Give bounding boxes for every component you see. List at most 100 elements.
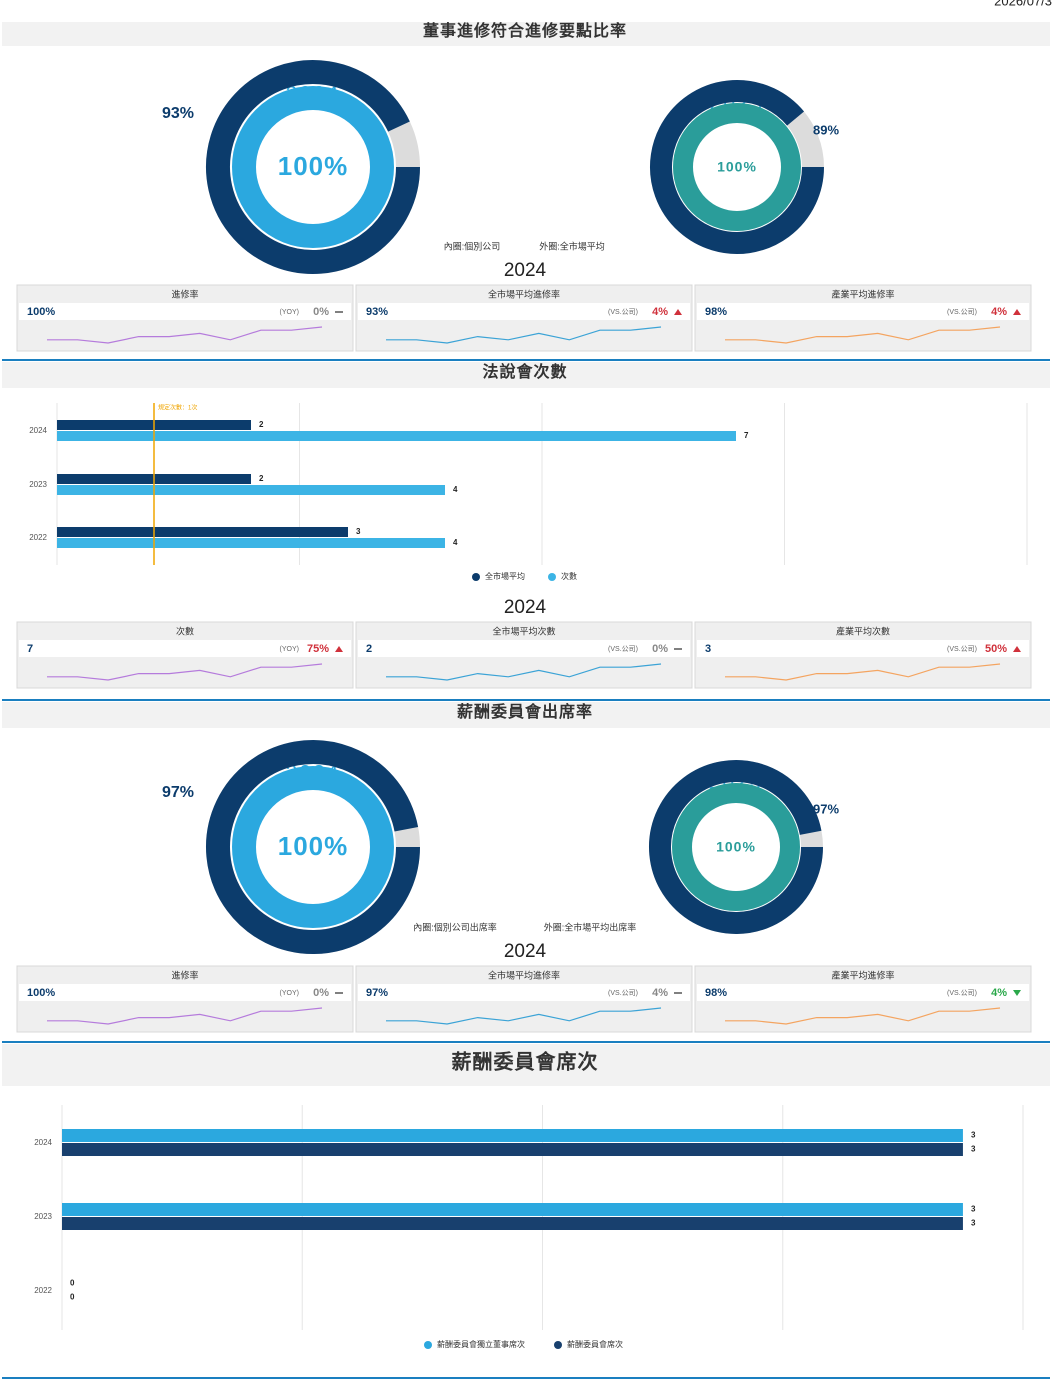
trend-arrow [1013, 646, 1021, 652]
bar [57, 538, 445, 548]
caption: 內圈:個別公司出席率 [413, 921, 497, 932]
card-value: 7 [27, 643, 33, 655]
card-compare: (VS.公司) [947, 989, 977, 997]
bar [57, 527, 348, 537]
inner-ring [673, 103, 801, 231]
card-value: 93% [366, 306, 388, 318]
card-title: 產業平均次數 [836, 625, 890, 636]
card-compare: (VS.公司) [608, 308, 638, 316]
card-title: 產業平均進修率 [831, 969, 894, 980]
section-title-bar [2, 1044, 1050, 1086]
kpi-year: 2024 [504, 260, 547, 281]
card-change: 4% [991, 306, 1007, 318]
card-value: 98% [705, 987, 727, 999]
card-compare: (YOY) [280, 990, 299, 997]
section-title: 薪酬委員會席次 [452, 1049, 599, 1073]
outer-ring [650, 80, 824, 254]
sparkline [725, 1007, 1001, 1025]
card-value-row [19, 303, 351, 320]
card-change: 75% [307, 643, 329, 655]
category-label: 2022 [34, 1286, 52, 1295]
card-change: 4% [991, 987, 1007, 999]
trend-arrow [335, 646, 343, 652]
inner-ring [232, 86, 394, 248]
category-label: 2022 [29, 533, 47, 542]
inner-label: 100% [278, 151, 349, 181]
caption: 外圈:全市場平均出席率 [544, 921, 637, 932]
card-title: 全市場平均進修率 [488, 288, 560, 299]
card-value-row [358, 640, 690, 657]
section-title-bar [2, 702, 1050, 728]
card-change: 4% [652, 987, 668, 999]
card-value: 2 [366, 643, 372, 655]
reference-label: 規定次數：1次 [158, 404, 197, 412]
trend-arrow [1013, 990, 1021, 996]
section-title-bar [2, 362, 1050, 388]
donut-center [704, 134, 770, 200]
legend-label: 薪酬委員會獨立董事席次 [437, 1339, 525, 1349]
outer-label: 89% [813, 122, 839, 137]
bar-label: 0 [70, 1279, 75, 1288]
section-title: 薪酬委員會出席率 [457, 702, 593, 721]
bar [62, 1143, 963, 1156]
bar-label: 4 [453, 485, 458, 494]
card-compare: (YOY) [280, 309, 299, 316]
category-label: 2023 [34, 1212, 52, 1221]
trend-arrow [1013, 309, 1021, 315]
card-title: 次數 [176, 625, 194, 636]
sparkline [725, 326, 1001, 344]
inner-label: 100% [717, 159, 757, 175]
card-title: 產業平均進修率 [831, 288, 894, 299]
inner-ring [672, 783, 800, 911]
donut-center [267, 121, 359, 213]
card-compare: (VS.公司) [608, 645, 638, 653]
bar [62, 1203, 963, 1216]
card-value-row [358, 984, 690, 1001]
sparkline [47, 1007, 323, 1025]
card-value: 98% [705, 306, 727, 318]
bar [57, 431, 736, 441]
inner-label: 100% [278, 831, 349, 861]
outer-label: 97% [162, 784, 194, 801]
legend-marker [554, 1341, 562, 1349]
kpi-year: 2024 [504, 597, 547, 618]
caption: 內圈:個別公司 [444, 240, 501, 251]
card-compare: (VS.公司) [608, 989, 638, 997]
caption: 外圈:全市場平均 [539, 240, 605, 251]
bar-label: 2 [259, 420, 264, 429]
card-value-row [697, 303, 1029, 320]
card-value: 100% [27, 306, 55, 318]
legend-label: 次數 [561, 571, 577, 581]
legend-marker [424, 1341, 432, 1349]
bar-label: 3 [971, 1145, 976, 1154]
card-value: 100% [27, 987, 55, 999]
donut-center [267, 801, 359, 893]
trend-arrow [674, 309, 682, 315]
section-title: 法說會次數 [482, 362, 567, 381]
category-label: 2024 [34, 1138, 52, 1147]
card-change: 0% [313, 987, 329, 999]
sparkline [47, 663, 323, 681]
sparkline [47, 326, 323, 344]
section-title-bar [2, 22, 1050, 46]
card-value-row [697, 984, 1029, 1001]
bar-label: 7 [744, 431, 749, 440]
report-date: 2026/07/3 [994, 0, 1052, 8]
donut-center [703, 814, 769, 880]
section-title: 董事進修符合進修要點比率 [423, 21, 627, 40]
card-change: 50% [985, 643, 1007, 655]
legend-label: 薪酬委員會席次 [567, 1339, 623, 1349]
legend-marker [472, 573, 480, 581]
outer-label: 93% [162, 105, 194, 122]
sparkline [386, 326, 662, 344]
outer-ring [206, 740, 420, 954]
card-change: 0% [652, 643, 668, 655]
bar-label: 4 [453, 538, 458, 547]
kpi-year: 2024 [504, 941, 547, 962]
bar-label: 3 [971, 1131, 976, 1140]
bar-label: 2 [259, 474, 264, 483]
card-title: 全市場平均進修率 [488, 969, 560, 980]
card-title: 進修率 [171, 969, 198, 980]
inner-ring [232, 766, 394, 928]
